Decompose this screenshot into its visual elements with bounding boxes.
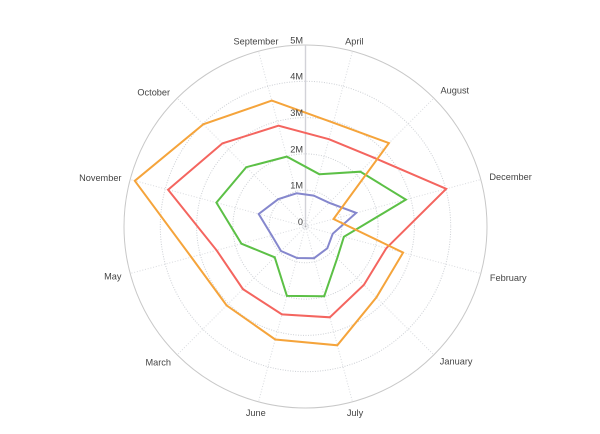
svg-text:October: October xyxy=(137,88,170,98)
svg-text:May: May xyxy=(104,272,122,282)
svg-text:January: January xyxy=(440,357,473,367)
svg-text:July: July xyxy=(347,408,364,418)
svg-text:0: 0 xyxy=(298,217,303,227)
svg-text:2M: 2M xyxy=(290,144,303,154)
svg-text:August: August xyxy=(441,85,470,95)
svg-text:June: June xyxy=(246,408,266,418)
svg-text:December: December xyxy=(489,172,531,182)
svg-text:4M: 4M xyxy=(290,72,303,82)
svg-text:March: March xyxy=(145,358,171,368)
svg-text:November: November xyxy=(79,173,121,183)
svg-text:3M: 3M xyxy=(290,108,303,118)
svg-text:5M: 5M xyxy=(290,35,303,45)
svg-text:February: February xyxy=(490,273,527,283)
svg-text:April: April xyxy=(345,37,363,47)
svg-text:September: September xyxy=(234,37,279,47)
svg-text:1M: 1M xyxy=(290,181,303,191)
